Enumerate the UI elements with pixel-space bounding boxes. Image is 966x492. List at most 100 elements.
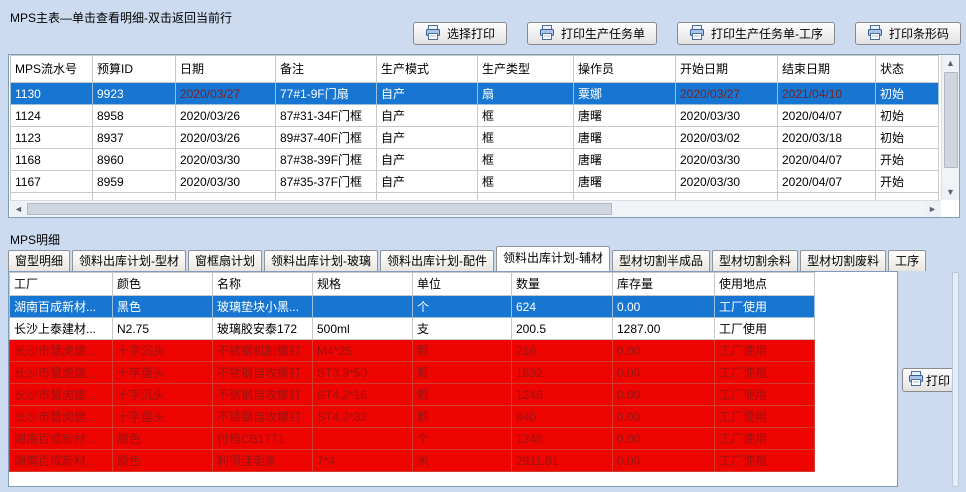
table-cell[interactable]: 米	[412, 449, 512, 472]
table-row[interactable]: 湖南百成新材... 原色 利得佳毛条 7*4 米 2911.81 0.00 工厂使用	[9, 449, 815, 472]
table-cell[interactable]: 工厂使用	[714, 383, 815, 406]
table-cell[interactable]: 初始	[875, 126, 939, 149]
table-cell[interactable]	[477, 192, 574, 200]
table-row[interactable]: 1124 8958 2020/03/26 87#31-34F门框 自产框唐曙 2020/0…	[10, 104, 939, 127]
table-cell[interactable]: 颗	[412, 405, 512, 428]
table-cell[interactable]: 开始	[875, 170, 939, 193]
table-cell[interactable]: 2021/04/10	[777, 82, 876, 105]
table-cell[interactable]: 不锈钢自攻螺钉	[212, 405, 313, 428]
table-row[interactable]: 1167 8959 2020/03/30 87#35-37F门框 自产框唐曙 2020/0…	[10, 170, 939, 193]
table-cell[interactable]: 原色	[112, 449, 213, 472]
scroll-up-button[interactable]: ▲	[942, 55, 959, 71]
table-cell[interactable]: 唐曙	[573, 126, 676, 149]
table-row[interactable]: 长沙上泰建材... N2.75 玻璃胶安泰172 500ml 支 200.5 1287.00…	[9, 317, 815, 340]
table-row[interactable]: 长沙市慧虎建... 十字盘头 不锈钢自攻螺钉 ST4.2*32 颗 840 0.00 工厂使用	[9, 405, 815, 428]
table-cell[interactable]: 2020/03/26	[175, 104, 276, 127]
table-cell[interactable]: 玻璃胶安泰172	[212, 317, 313, 340]
column-header[interactable]: 名称	[212, 272, 313, 296]
detail-tab[interactable]: 工序	[888, 250, 927, 271]
table-cell[interactable]: 十字盘头	[112, 361, 213, 384]
print-barcode-button[interactable]: 打印条形码	[854, 22, 961, 45]
table-cell[interactable]: 200.5	[511, 317, 613, 340]
table-row[interactable]: 长沙市慧虎建... 十字沉头 不锈钢机制螺钉 M4*25 颗 216 0.00 工厂使用	[9, 339, 815, 362]
column-header[interactable]: 结束日期	[777, 55, 876, 83]
table-cell[interactable]: 湖南百成新材...	[9, 427, 113, 450]
table-cell[interactable]: 不锈钢自攻螺钉	[212, 383, 313, 406]
column-header[interactable]: 颜色	[112, 272, 213, 296]
table-cell[interactable]: 黑色	[112, 295, 213, 318]
column-header[interactable]: 开始日期	[675, 55, 778, 83]
table-row[interactable]: 长沙市慧虎建... 十字盘头 不锈钢自攻螺钉 ST3.9*50 颗 1632 0.00 工厂使…	[9, 361, 815, 384]
scroll-down-button[interactable]: ▼	[942, 184, 959, 200]
table-cell[interactable]: 87#38-39F门框	[275, 148, 377, 171]
table-cell[interactable]: 2020/04/07	[777, 148, 876, 171]
table-cell[interactable]: 1248	[511, 427, 613, 450]
column-header[interactable]: 备注	[275, 55, 377, 83]
table-cell[interactable]: 216	[511, 339, 613, 362]
table-cell[interactable]: 自产	[376, 82, 478, 105]
table-cell[interactable]: 9923	[92, 82, 176, 105]
detail-tab[interactable]: 领料出库计划-玻璃	[264, 250, 379, 271]
table-cell[interactable]: 个	[412, 295, 512, 318]
table-cell[interactable]	[175, 192, 276, 200]
table-row[interactable]	[10, 192, 939, 200]
table-cell[interactable]	[312, 427, 413, 450]
table-cell[interactable]: 2020/04/07	[777, 104, 876, 127]
table-cell[interactable]: 624	[511, 295, 613, 318]
table-cell[interactable]: 粟娜	[573, 82, 676, 105]
table-cell[interactable]: 十字沉头	[112, 383, 213, 406]
table-cell[interactable]: 8959	[92, 170, 176, 193]
table-cell[interactable]: 框	[477, 126, 574, 149]
table-cell[interactable]: ST3.9*50	[312, 361, 413, 384]
table-cell[interactable]: 0.00	[612, 295, 715, 318]
select-print-button[interactable]: 选择打印	[412, 22, 507, 45]
table-cell[interactable]: 8958	[92, 104, 176, 127]
table-cell[interactable]: M4*25	[312, 339, 413, 362]
table-cell[interactable]: 2020/04/07	[777, 170, 876, 193]
detail-tab[interactable]: 领料出库计划-型材	[72, 250, 187, 271]
detail-tab[interactable]: 型材切割半成品	[612, 250, 711, 271]
table-cell[interactable]: 原色	[112, 427, 213, 450]
table-cell[interactable]: 8937	[92, 126, 176, 149]
print-production-order-button[interactable]: 打印生产任务单	[526, 22, 657, 45]
table-cell[interactable]: 开始	[875, 148, 939, 171]
print-production-order-process-button[interactable]: 打印生产任务单-工序	[676, 22, 835, 45]
table-row[interactable]: 湖南百成新材... 黑色 玻璃垫块小黑... 个 624 0.00 工厂使用	[9, 295, 815, 318]
table-cell[interactable]: 自产	[376, 126, 478, 149]
table-cell[interactable]: 扇	[477, 82, 574, 105]
column-header[interactable]: 库存量	[612, 272, 715, 296]
table-cell[interactable]: 利得佳毛条	[212, 449, 313, 472]
table-cell[interactable]: 湖南百成新材...	[9, 295, 113, 318]
table-cell[interactable]: 8960	[92, 148, 176, 171]
table-cell[interactable]	[376, 192, 478, 200]
table-cell[interactable]	[10, 192, 93, 200]
table-cell[interactable]: 自产	[376, 170, 478, 193]
table-cell[interactable]	[312, 295, 413, 318]
table-cell[interactable]: 工厂使用	[714, 295, 815, 318]
table-cell[interactable]: 2020/03/18	[777, 126, 876, 149]
scroll-left-button[interactable]: ◄	[10, 201, 27, 217]
table-cell[interactable]: 玻璃垫块小黑...	[212, 295, 313, 318]
column-header[interactable]: 操作员	[573, 55, 676, 83]
table-cell[interactable]: 湖南百成新材...	[9, 449, 113, 472]
table-cell[interactable]: 长沙上泰建材...	[9, 317, 113, 340]
table-cell[interactable]: 1248	[511, 383, 613, 406]
table-cell[interactable]: 自产	[376, 148, 478, 171]
table-cell[interactable]: 0.00	[612, 361, 715, 384]
column-header[interactable]: 生产类型	[477, 55, 574, 83]
table-cell[interactable]	[777, 192, 876, 200]
table-row[interactable]: 1130 9923 2020/03/27 77#1-9F门扇 自产扇粟娜 2020/03/…	[10, 82, 939, 105]
table-cell[interactable]: 0.00	[612, 339, 715, 362]
table-cell[interactable]: 77#1-9F门扇	[275, 82, 377, 105]
table-cell[interactable]: ST4.2*32	[312, 405, 413, 428]
table-cell[interactable]: 十字沉头	[112, 339, 213, 362]
column-header[interactable]: 日期	[175, 55, 276, 83]
table-cell[interactable]: N2.75	[112, 317, 213, 340]
table-cell[interactable]: 工厂使用	[714, 405, 815, 428]
table-cell[interactable]: 2911.81	[511, 449, 613, 472]
table-cell[interactable]: 工厂使用	[714, 427, 815, 450]
table-cell[interactable]: 2020/03/02	[675, 126, 778, 149]
table-cell[interactable]: 0.00	[612, 405, 715, 428]
table-cell[interactable]: 1632	[511, 361, 613, 384]
table-cell[interactable]: 十字盘头	[112, 405, 213, 428]
